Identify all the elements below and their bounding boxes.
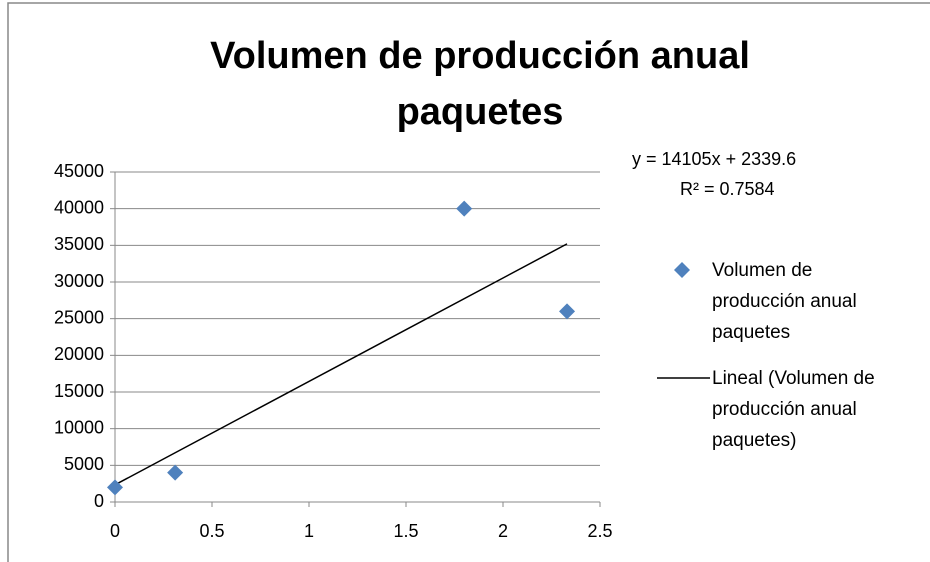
legend-marker — [674, 262, 690, 278]
y-tick-label: 10000 — [54, 417, 104, 437]
data-point — [107, 479, 123, 496]
data-point — [559, 303, 576, 320]
chart-border — [7, 2, 930, 562]
x-tick-label: 0 — [110, 521, 120, 541]
x-tick-label: 0.5 — [199, 521, 224, 541]
r-squared: R² = 0.7584 — [680, 179, 775, 199]
legend-label: Volumen de producción anual paquetes — [712, 260, 857, 343]
legend-label: Lineal (Volumen de producción anual paqu… — [712, 368, 875, 451]
chart-title: Volumen de producción anual paquetes — [210, 35, 750, 133]
y-tick-label: 0 — [94, 491, 104, 511]
y-tick-label: 5000 — [64, 454, 104, 474]
x-tick-label: 2.5 — [587, 521, 612, 541]
trendline — [114, 243, 568, 486]
y-tick-label: 35000 — [54, 234, 104, 254]
y-tick-label: 20000 — [54, 344, 104, 364]
y-tick-label: 30000 — [54, 271, 104, 291]
data-point — [167, 464, 184, 481]
equation: y = 14105x + 2339.6 — [632, 149, 796, 169]
x-tick-label: 1 — [304, 521, 314, 541]
data-point — [456, 200, 473, 217]
y-tick-label: 25000 — [54, 307, 104, 327]
y-tick-label: 40000 — [54, 197, 104, 217]
x-tick-label: 1.5 — [393, 521, 418, 541]
y-tick-label: 15000 — [54, 381, 104, 401]
y-tick-label: 45000 — [54, 161, 104, 181]
x-tick-label: 2 — [498, 521, 508, 541]
